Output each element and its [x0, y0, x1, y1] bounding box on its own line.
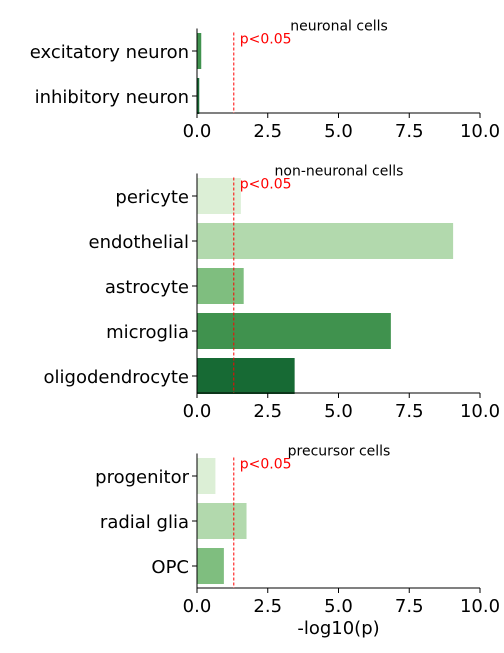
chart-title: neuronal cells	[290, 19, 388, 35]
chart-panel-2: non-neuronal cells pericyte endothelial ast…	[44, 164, 501, 423]
y-tick-label: OPC	[151, 557, 189, 578]
y-tick-label: oligodendrocyte	[44, 367, 190, 388]
y-tick-label: astrocyte	[105, 277, 189, 298]
x-tick-label: 7.5	[395, 596, 424, 617]
x-tick-label: 5.0	[324, 596, 353, 617]
y-tick-label: progenitor	[95, 467, 189, 488]
bar-endothelial	[197, 223, 454, 259]
y-tick-label: microglia	[106, 322, 189, 343]
x-tick-label: 0.0	[183, 401, 212, 422]
y-tick-label: pericyte	[115, 187, 189, 208]
bar-opc	[197, 548, 224, 584]
bar-progenitor	[197, 458, 216, 494]
x-tick-label: 10.0	[460, 401, 500, 422]
x-axis-label: -log10(p)	[297, 618, 379, 639]
y-tick-label: inhibitory neuron	[35, 87, 189, 108]
x-tick-label: 10.0	[460, 596, 500, 617]
bar-excitatory-neuron	[197, 33, 202, 69]
x-tick-label: 7.5	[395, 401, 424, 422]
bar-astrocyte	[197, 268, 244, 304]
threshold-label: p<0.05	[240, 32, 292, 48]
chart-panel-3: precursor cells progenitor radial glia OPC 0…	[95, 444, 500, 640]
x-tick-label: 2.5	[253, 401, 282, 422]
x-tick-label: 2.5	[253, 121, 282, 142]
x-tick-label: 5.0	[324, 401, 353, 422]
y-tick-label: excitatory neuron	[30, 42, 189, 63]
threshold-label: p<0.05	[240, 457, 292, 473]
bar-inhibitory-neuron	[197, 78, 200, 114]
x-tick-label: 2.5	[253, 596, 282, 617]
bar-oligodendrocyte	[197, 358, 295, 394]
threshold-label: p<0.05	[240, 177, 292, 193]
x-tick-label: 0.0	[183, 596, 212, 617]
x-tick-label: 10.0	[460, 121, 500, 142]
y-tick-label: radial glia	[100, 512, 189, 533]
bar-radial-glia	[197, 503, 247, 539]
chart-panel-1: neuronal cells excitatory neuron inhibitor…	[30, 19, 500, 143]
chart-title: precursor cells	[288, 444, 391, 460]
x-tick-label: 5.0	[324, 121, 353, 142]
y-tick-label: endothelial	[89, 232, 190, 253]
chart-title: non-neuronal cells	[275, 164, 404, 180]
x-tick-label: 0.0	[183, 121, 212, 142]
bar-microglia	[197, 313, 391, 349]
x-tick-label: 7.5	[395, 121, 424, 142]
